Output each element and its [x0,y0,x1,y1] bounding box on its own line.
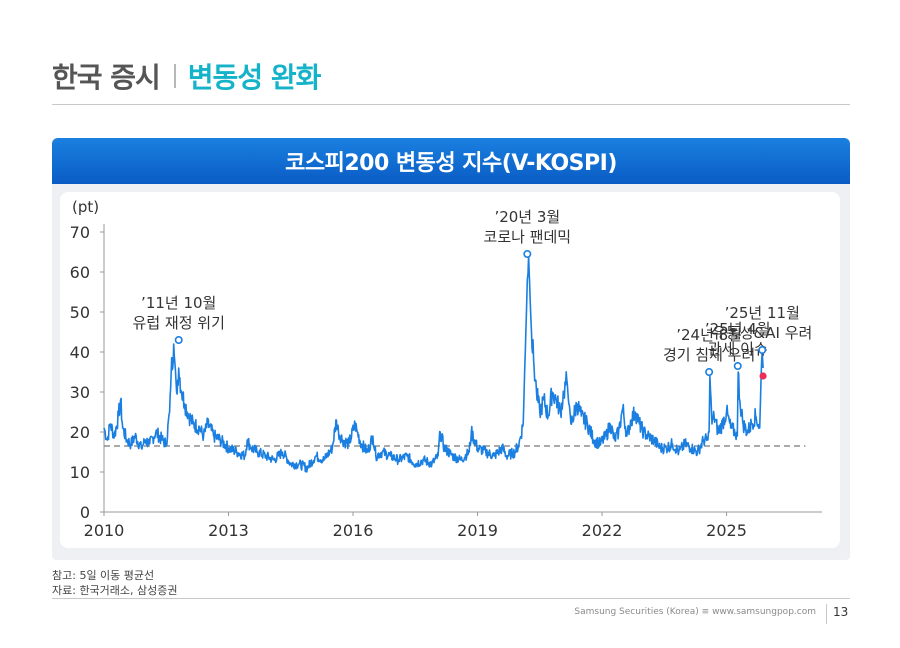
title-divider [52,104,850,105]
annotation-label-3-0: ’25년 4월 [705,320,771,338]
chart-title-banner: 코스피200 변동성 지수(V-KOSPI) [52,138,850,184]
annotation-label-0-0: ’11년 10월 [141,294,216,312]
y-tick-label-70: 70 [70,223,90,242]
page-title: 한국 증시 변동성 완화 [52,58,322,94]
note-moving-average: 참고: 5일 이동 평균선 [52,569,155,582]
annotation-label-1-0: ’20년 3월 [494,208,560,226]
x-tick-label-2010: 2010 [84,521,125,540]
title-sub: 변동성 완화 [187,61,322,94]
annotation-marker-0 [174,336,183,345]
x-tick-label-2025: 2025 [706,521,747,540]
y-tick-label-20: 20 [70,423,90,442]
x-tick-label-2019: 2019 [457,521,498,540]
latest-value-marker [759,372,767,380]
annotation-label-2-0: ’24년 8월 [676,326,742,344]
y-tick-label-10: 10 [70,463,90,482]
y-tick-label-30: 30 [70,383,90,402]
page-number: 13 [833,605,849,619]
annotation-label-2-1: 경기 침체 우려 [663,346,755,364]
annotation-label-4-0: ’25년 11월 [725,304,800,322]
vkospi-chart: 0 10 20 30 40 50 60 70 (pt) 2010 2013 2016 2019 2022 2… [70,198,822,540]
chart-card: 0 10 20 30 40 50 60 70 (pt) 2010 2013 2016 2019 2022 2… [60,192,840,548]
x-tick-label-2013: 2013 [208,521,249,540]
y-tick-label-0: 0 [80,503,90,522]
annotation-marker-1 [523,249,532,258]
footer-separator [826,604,827,624]
y-tick-label-40: 40 [70,343,90,362]
title-main: 한국 증시 [52,61,161,94]
annotation-marker-4 [758,346,767,355]
annotation-marker-3 [733,362,742,371]
annotation-label-4-1: 유동성&AI 우려 [712,324,812,342]
annotation-marker-2 [705,368,714,377]
y-tick-label-60: 60 [70,263,90,282]
annotation-label-3-1: 관세 이슈 [708,340,768,358]
y-axis-label: (pt) [72,198,99,216]
note-source: 자료: 한국거래소, 삼성증권 [52,584,178,597]
x-tick-label-2022: 2022 [582,521,623,540]
series-line-vkospi [103,255,764,473]
annotation-label-1-1: 코로나 팬데믹 [484,228,572,246]
title-separator [173,64,176,88]
annotation-label-0-1: 유럽 재정 위기 [133,314,225,332]
footer-source: Samsung Securities (Korea) ≡ www.samsung… [574,607,816,617]
footer-divider [52,598,850,599]
x-tick-label-2016: 2016 [333,521,374,540]
notes: 참고: 5일 이동 평균선 자료: 한국거래소, 삼성증권 [52,568,178,598]
y-tick-label-50: 50 [70,303,90,322]
